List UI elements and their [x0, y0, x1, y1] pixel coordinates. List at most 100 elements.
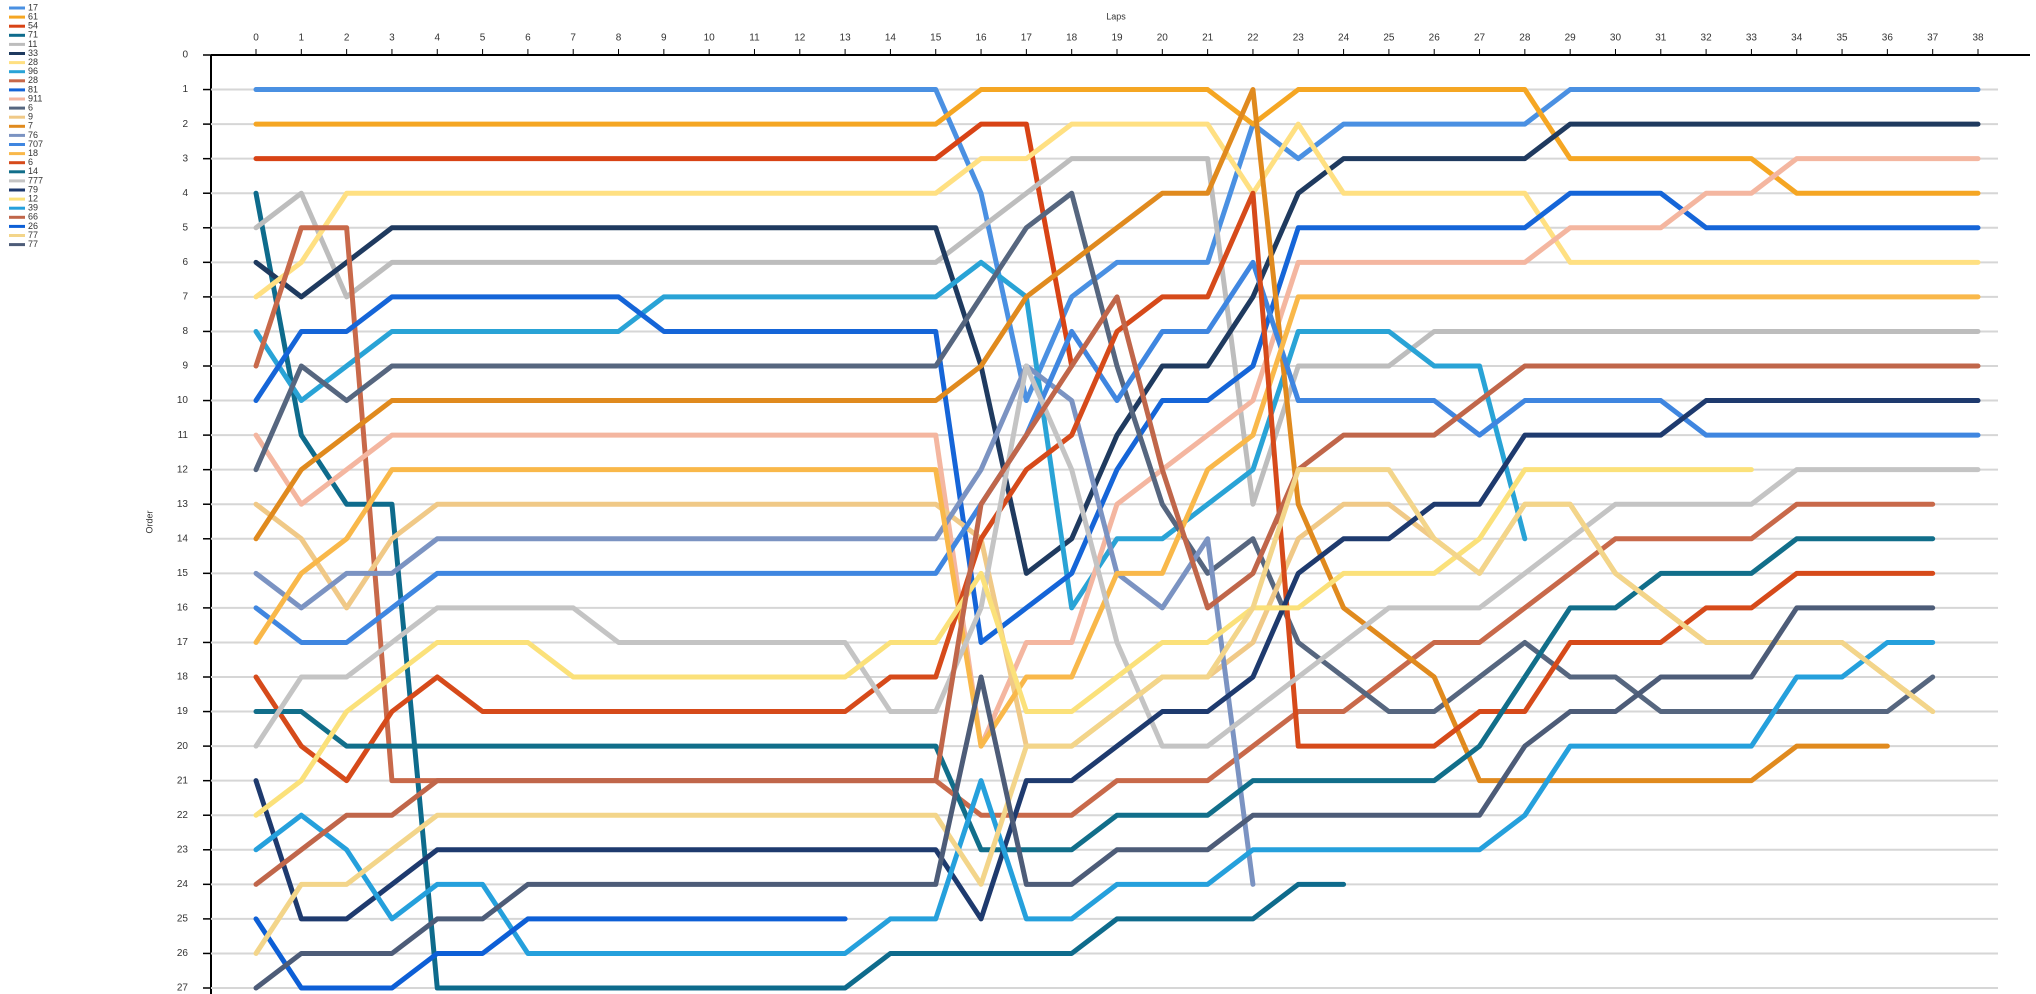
- x-tick-label: 22: [1247, 33, 1259, 44]
- series-line: [253, 121, 1075, 369]
- series-line: [253, 190, 1981, 645]
- x-tick-label: 7: [570, 33, 576, 44]
- series-line: [253, 156, 1981, 507]
- x-tick-label: 8: [616, 33, 622, 44]
- legend-label: 79: [28, 184, 38, 194]
- x-tick-label: 26: [1429, 33, 1441, 44]
- series-line: [253, 87, 1890, 784]
- legend-label: 28: [28, 75, 38, 85]
- series-line: [253, 605, 1936, 991]
- x-tick-label: 33: [1746, 33, 1758, 44]
- series-line: [253, 87, 1981, 196]
- legend-label: 28: [28, 57, 38, 67]
- legend-label: 911: [28, 93, 42, 103]
- series-line: [253, 259, 1528, 611]
- y-axis-title: Order: [144, 510, 154, 533]
- x-tick-label: 32: [1701, 33, 1713, 44]
- y-tick-label: 7: [182, 292, 188, 303]
- y-tick-label: 25: [177, 914, 189, 925]
- x-tick-label: 14: [885, 33, 897, 44]
- x-tick-label: 21: [1202, 33, 1214, 44]
- series-line: [253, 294, 1981, 749]
- series-line: [253, 467, 1754, 818]
- legend-label: 26: [28, 221, 38, 231]
- legend-label: 14: [28, 166, 38, 176]
- y-tick-label: 11: [178, 430, 189, 441]
- x-tick-label: 13: [840, 33, 852, 44]
- y-tick-label: 3: [182, 153, 188, 164]
- y-tick-label: 21: [177, 775, 189, 786]
- x-tick-label: 11: [749, 33, 760, 44]
- x-tick-label: 0: [253, 33, 259, 44]
- legend-label: 6: [28, 102, 33, 112]
- legend-label: 81: [28, 84, 38, 94]
- legend-label: 39: [28, 203, 38, 213]
- legend-label: 77: [28, 230, 38, 240]
- legend-label: 6: [28, 157, 33, 167]
- series-line: [253, 121, 1981, 576]
- legend-label: 707: [28, 139, 43, 149]
- x-tick-label: 10: [704, 33, 716, 44]
- y-tick-label: 16: [177, 603, 189, 614]
- x-tick-label: 12: [794, 33, 806, 44]
- y-tick-label: 18: [177, 672, 189, 683]
- x-tick-label: 23: [1293, 33, 1305, 44]
- series-line: [253, 398, 1981, 922]
- x-tick-label: 19: [1111, 33, 1123, 44]
- y-tick-label: 5: [182, 222, 188, 233]
- series-line: [253, 639, 1936, 956]
- series-line: [253, 916, 848, 991]
- legend-label: 71: [28, 30, 38, 40]
- legend-label: 54: [28, 21, 38, 31]
- y-tick-label: 15: [177, 568, 189, 579]
- x-tick-label: 1: [299, 33, 305, 44]
- series-line: [253, 467, 1936, 956]
- x-tick-label: 9: [661, 33, 667, 44]
- legend-label: 96: [28, 66, 38, 76]
- legend-label: 33: [28, 48, 38, 58]
- y-tick-label: 27: [177, 983, 189, 994]
- series-line: [253, 121, 1981, 300]
- x-tick-label: 3: [389, 33, 395, 44]
- legend-label: 9: [28, 112, 33, 122]
- legend: 1761547111332896288191169776707186147777…: [9, 2, 43, 249]
- y-tick-label: 6: [182, 257, 188, 268]
- x-tick-label: 24: [1338, 33, 1350, 44]
- x-tick-label: 29: [1565, 33, 1577, 44]
- legend-label: 17: [28, 2, 38, 12]
- x-tick-label: 27: [1474, 33, 1486, 44]
- x-tick-label: 2: [344, 33, 350, 44]
- series-line: [253, 363, 1256, 887]
- x-tick-label: 35: [1836, 33, 1848, 44]
- y-tick-label: 19: [177, 706, 189, 717]
- y-tick-label: 9: [182, 361, 188, 372]
- y-tick-label: 10: [177, 395, 189, 406]
- y-tick-label: 1: [182, 84, 188, 95]
- series-line: [253, 259, 1981, 645]
- x-axis-title: Laps: [1106, 11, 1126, 21]
- legend-label: 11: [28, 39, 37, 49]
- x-tick-label: 37: [1927, 33, 1939, 44]
- x-tick-label: 15: [930, 33, 942, 44]
- legend-label: 12: [28, 193, 38, 203]
- legend-label: 18: [28, 148, 38, 158]
- legend-label: 66: [28, 212, 38, 222]
- y-tick-label: 12: [177, 464, 189, 475]
- x-tick-label: 18: [1066, 33, 1078, 44]
- series-line: [253, 87, 1981, 404]
- x-tick-label: 30: [1610, 33, 1622, 44]
- x-tick-label: 20: [1157, 33, 1169, 44]
- series-line: [253, 363, 1981, 749]
- y-tick-label: 22: [177, 810, 189, 821]
- legend-label: 76: [28, 130, 38, 140]
- x-tick-label: 17: [1021, 33, 1033, 44]
- series-line: [253, 190, 1936, 715]
- y-tick-label: 20: [177, 741, 189, 752]
- y-tick-label: 4: [182, 188, 188, 199]
- x-tick-label: 28: [1519, 33, 1531, 44]
- series-line: [253, 156, 1981, 749]
- y-tick-label: 2: [182, 119, 188, 130]
- x-tick-label: 4: [434, 33, 440, 44]
- y-tick-label: 24: [177, 879, 189, 890]
